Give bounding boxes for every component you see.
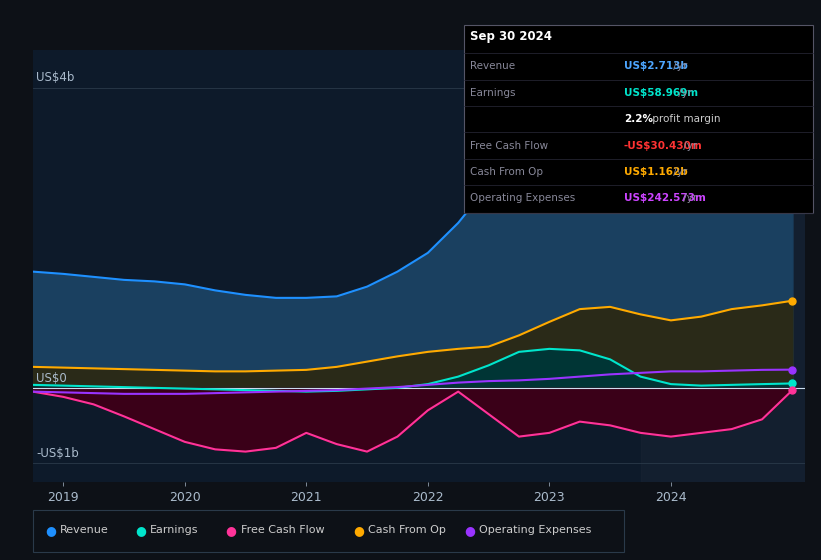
Bar	[640, 50, 805, 482]
Text: /yr: /yr	[670, 62, 687, 72]
Text: US$1.162b: US$1.162b	[624, 167, 688, 177]
Text: -US$30.430m: -US$30.430m	[624, 141, 703, 151]
Text: /yr: /yr	[675, 88, 692, 98]
Text: US$0: US$0	[36, 372, 67, 385]
Text: Revenue: Revenue	[470, 62, 516, 72]
Text: US$242.573m: US$242.573m	[624, 193, 706, 203]
Text: Cash From Op: Cash From Op	[470, 167, 544, 177]
Text: Operating Expenses: Operating Expenses	[479, 525, 591, 535]
Text: Sep 30 2024: Sep 30 2024	[470, 30, 553, 43]
Text: ●: ●	[226, 524, 236, 537]
Text: Cash From Op: Cash From Op	[368, 525, 446, 535]
Text: Free Cash Flow: Free Cash Flow	[470, 141, 548, 151]
Text: US$58.969m: US$58.969m	[624, 88, 698, 98]
Text: Earnings: Earnings	[150, 525, 199, 535]
Text: US$2.713b: US$2.713b	[624, 62, 688, 72]
Text: /yr: /yr	[680, 193, 697, 203]
Text: /yr: /yr	[680, 141, 697, 151]
Text: ●: ●	[464, 524, 475, 537]
Text: profit margin: profit margin	[649, 114, 720, 124]
Text: US$4b: US$4b	[36, 71, 75, 84]
Text: Revenue: Revenue	[60, 525, 108, 535]
Text: Operating Expenses: Operating Expenses	[470, 193, 576, 203]
Text: ●: ●	[45, 524, 56, 537]
Text: ●: ●	[135, 524, 146, 537]
Text: /yr: /yr	[670, 167, 687, 177]
Text: Earnings: Earnings	[470, 88, 516, 98]
Text: 2.2%: 2.2%	[624, 114, 653, 124]
Text: ●: ●	[353, 524, 364, 537]
Text: -US$1b: -US$1b	[36, 447, 80, 460]
Text: Free Cash Flow: Free Cash Flow	[241, 525, 324, 535]
